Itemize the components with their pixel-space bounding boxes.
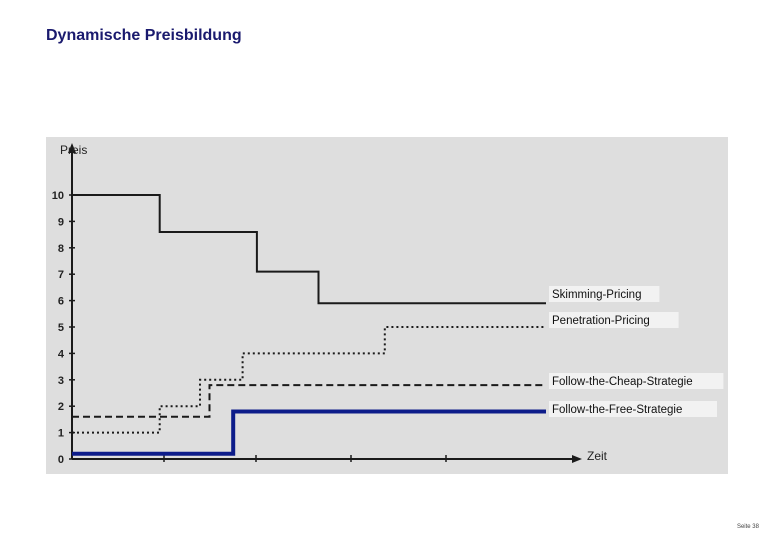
y-axis-arrow — [68, 143, 76, 153]
y-tick-label: 9 — [58, 216, 64, 228]
series-line-penetration-pricing — [72, 326, 546, 434]
series-line-follow-the-cheap-strategie — [72, 384, 546, 418]
pricing-chart-svg: 0 1 2 3 4 5 6 7 8 9 10 Preis Zeit Skimming-Pricing Pen… — [46, 137, 728, 474]
series-label-box — [549, 373, 724, 389]
y-tick-label: 0 — [58, 454, 64, 466]
series-label-box — [549, 312, 679, 328]
series-label: Follow-the-Cheap-Strategie — [552, 376, 693, 388]
series-line-follow-the-free-strategie — [72, 409, 546, 456]
page-number: Seite 38 — [736, 524, 759, 530]
slide-title: Dynamische Preisbildung — [46, 27, 242, 44]
y-tick-label: 5 — [58, 322, 64, 334]
series-label: Penetration-Pricing — [552, 315, 650, 327]
series-line-skimming-pricing — [72, 194, 546, 305]
y-tick-label: 4 — [58, 348, 65, 360]
series-label: Skimming-Pricing — [552, 289, 641, 301]
chart-background — [46, 137, 728, 474]
y-tick-label: 2 — [58, 401, 64, 413]
series-label-box — [549, 286, 660, 302]
x-axis-label: Zeit — [587, 449, 608, 463]
y-tick-label: 3 — [58, 375, 64, 387]
series-label-box — [549, 401, 717, 417]
pricing-chart: 0 1 2 3 4 5 6 7 8 9 10 Preis Zeit Skimming-Pricing Pen… — [46, 137, 728, 474]
y-tick-label: 8 — [58, 243, 64, 255]
series-label: Follow-the-Free-Strategie — [552, 404, 682, 416]
y-tick-label: 7 — [58, 269, 64, 281]
y-tick-label: 10 — [52, 190, 64, 202]
y-tick-label: 1 — [58, 428, 64, 440]
y-tick-label: 6 — [58, 296, 64, 308]
y-axis-label: Preis — [60, 143, 87, 157]
x-axis-arrow — [572, 455, 582, 463]
